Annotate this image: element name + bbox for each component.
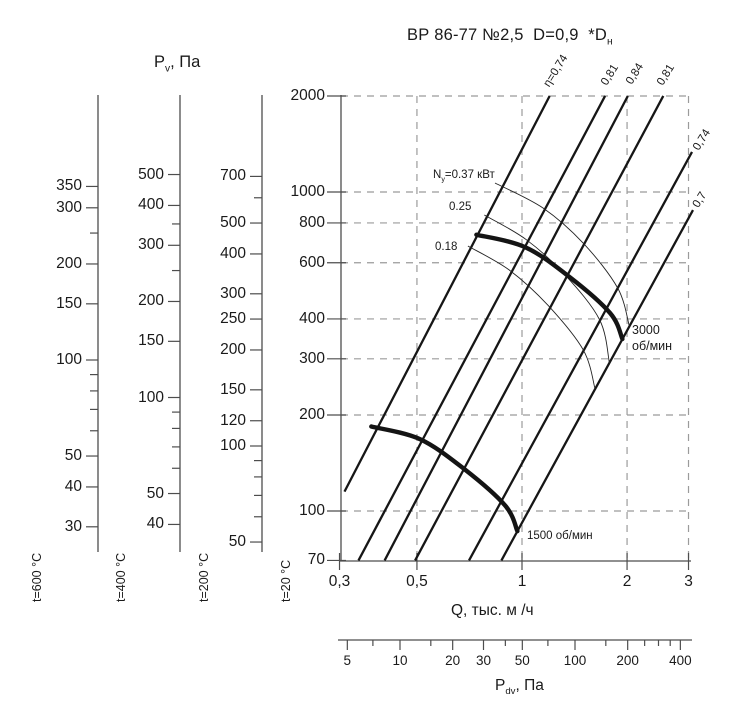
pressure-tick-label: 150 (56, 294, 82, 312)
pressure-tick-label: 100 (299, 502, 325, 519)
efficiency-line (500, 209, 695, 561)
pressure-tick-label: 30 (64, 517, 82, 535)
pressure-tick-label: 70 (307, 551, 325, 569)
pressure-tick-label: 120 (220, 411, 246, 429)
flow-tick-label: 3 (684, 573, 693, 590)
flow-tick-label: 2 (622, 573, 632, 590)
power-curve (467, 245, 596, 390)
efficiency-line (383, 95, 629, 561)
pdv-tick-label: 30 (475, 653, 491, 668)
flow-tick-label: 0,3 (328, 573, 351, 590)
pressure-tick-label: 50 (228, 533, 246, 551)
pressure-tick-label: 400 (299, 309, 325, 327)
efficiency-line (343, 95, 551, 493)
pressure-tick-label: 40 (146, 515, 164, 533)
flow-axis-title: Q, тыс. м /ч (451, 602, 534, 619)
pressure-tick-label: 100 (220, 437, 246, 454)
pdv-tick-label: 10 (392, 653, 408, 668)
efficiency-line (414, 95, 665, 561)
pressure-tick-label: 200 (138, 292, 164, 310)
speed-label-1500: 1500 об/мин (527, 530, 593, 542)
pdv-tick-label: 400 (669, 653, 692, 668)
scale-caption-t600: t=600 °C (30, 552, 44, 602)
pressure-tick-label: 400 (138, 196, 164, 214)
speed-curve (474, 232, 625, 342)
pdv-tick-label: 20 (445, 653, 461, 668)
pdv-tick-label: 100 (563, 653, 587, 668)
chart-title-subscript: н (606, 36, 613, 48)
power-label-subscript: у (441, 175, 445, 184)
speed-label-3000: 3000 об/мин (632, 323, 673, 354)
pressure-tick-label: 2000 (290, 86, 325, 104)
pressure-tick-label: 200 (299, 405, 325, 423)
pressure-tick-label: 300 (138, 236, 164, 254)
pressure-tick-label: 100 (138, 388, 164, 406)
pressure-tick-label: 350 (56, 177, 82, 195)
pressure-tick-label: 500 (138, 165, 164, 183)
pdv-subscript: dv (505, 686, 516, 698)
pressure-tick-label: 600 (299, 253, 325, 271)
pressure-tick-label: 100 (56, 351, 82, 368)
speed-curve (369, 424, 520, 534)
pdv-tick-label: 50 (514, 653, 530, 668)
power-label-037: Nу=0.37 кВт (433, 169, 495, 184)
efficiency-line (357, 95, 607, 561)
pressure-tick-label: 700 (220, 167, 246, 185)
dynamic-pressure-axis-title: Pdv, Па (495, 677, 544, 698)
power-label-025: 0.25 (449, 201, 472, 213)
pressure-tick-label: 250 (220, 310, 246, 328)
flow-tick-label: 1 (517, 573, 527, 590)
pdv-tick-label: 5 (343, 653, 352, 668)
pressure-tick-label: 50 (64, 447, 82, 465)
pressure-tick-label: 300 (299, 349, 325, 367)
power-label-018: 0.18 (435, 241, 458, 253)
pressure-tick-label: 500 (220, 214, 246, 232)
pressure-tick-label: 400 (220, 244, 246, 262)
pv-subscript: v (165, 63, 171, 75)
pressure-tick-label: 200 (56, 254, 82, 272)
pressure-tick-label: 200 (220, 340, 246, 358)
pressure-tick-label: 300 (56, 198, 82, 216)
efficiency-line (468, 151, 694, 561)
pdv-tick-label: 200 (616, 653, 639, 668)
chart-title: ВР 86-77 №2,5 D=0,9 *Dн (407, 26, 613, 48)
pressure-axis-title: Pv, Па (154, 53, 201, 75)
pressure-tick-label: 40 (64, 477, 82, 495)
pressure-tick-label: 150 (220, 380, 246, 398)
pressure-tick-label: 300 (220, 284, 246, 302)
pressure-tick-label: 1000 (290, 183, 325, 200)
pressure-tick-label: 800 (299, 213, 325, 231)
scale-caption-t400: t=400 °C (114, 552, 128, 602)
scale-caption-t200: t=200 °C (197, 552, 211, 602)
flow-tick-label: 0,5 (406, 573, 428, 590)
power-curve (494, 182, 630, 327)
pressure-tick-label: 150 (138, 332, 164, 350)
pressure-tick-label: 50 (146, 484, 164, 502)
